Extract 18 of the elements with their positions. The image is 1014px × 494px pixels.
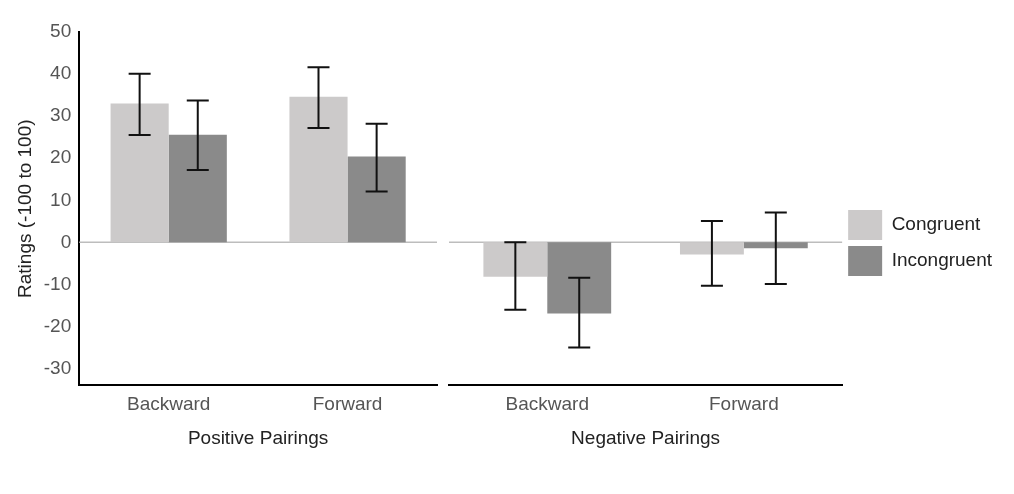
y-tick-label: 0 [60, 230, 72, 252]
x-tick-label: Forward [709, 393, 779, 415]
y-axis-title: Ratings (-100 to 100) [13, 119, 35, 298]
y-tick-label: 20 [50, 146, 72, 168]
y-tick-label: 10 [50, 188, 72, 210]
y-tick-label: -20 [43, 314, 72, 336]
legend-label: Congruent [891, 213, 982, 235]
y-tick-label: 30 [50, 104, 72, 126]
x-tick-label: Backward [126, 393, 211, 415]
x-axis-title: Positive Pairings [187, 426, 329, 448]
y-tick-label: -10 [43, 272, 72, 294]
x-tick-label: Forward [312, 393, 383, 415]
y-tick-label: 50 [50, 20, 72, 42]
y-tick-label: 40 [50, 62, 72, 84]
y-tick-label: -30 [43, 356, 72, 378]
x-tick-label: Backward [505, 393, 589, 415]
x-axis-title: Negative Pairings [571, 426, 721, 448]
legend-label: Incongruent [891, 249, 993, 271]
